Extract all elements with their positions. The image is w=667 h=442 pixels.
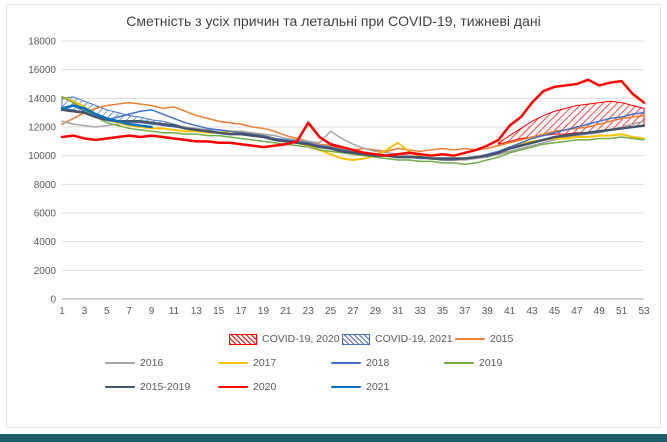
- legend-label: 2015: [490, 333, 514, 345]
- series-2015-2019: [60, 108, 646, 160]
- x-tick-label: 27: [347, 306, 359, 317]
- legend-label: COVID-19, 2021: [375, 333, 453, 345]
- x-tick-label: 11: [169, 306, 180, 317]
- legend-item-2020[interactable]: 2020: [218, 381, 331, 393]
- legend-label: COVID-19, 2020: [262, 333, 340, 345]
- series-2021: [60, 104, 153, 129]
- x-tick-label: 5: [104, 306, 110, 317]
- y-tick-label: 8000: [34, 180, 57, 191]
- legend-item-covid-19-2021[interactable]: COVID-19, 2021: [342, 333, 455, 345]
- y-tick-label: 12000: [28, 123, 56, 134]
- y-tick-label: 4000: [34, 237, 57, 248]
- y-tick-label: 18000: [28, 37, 56, 48]
- x-tick-label: 37: [459, 306, 471, 317]
- taskbar-strip: [0, 434, 667, 442]
- x-tick-label: 41: [504, 306, 516, 317]
- x-tick-label: 19: [258, 306, 270, 317]
- legend-line-swatch: [218, 362, 248, 364]
- legend-row: COVID-19, 2020 COVID-19, 2021 2015: [7, 327, 660, 351]
- x-tick-label: 21: [280, 306, 292, 317]
- legend-label: 2016: [140, 357, 164, 369]
- x-tick-label: 15: [213, 306, 225, 317]
- series-2018: [61, 104, 645, 161]
- y-tick-label: 0: [50, 295, 56, 306]
- chart-legend: COVID-19, 2020 COVID-19, 2021 2015 2016 2017…: [7, 327, 660, 399]
- legend-item-2017[interactable]: 2017: [218, 357, 331, 369]
- x-tick-label: 39: [482, 306, 494, 317]
- x-tick-label: 17: [236, 306, 248, 317]
- legend-hatch-swatch: [342, 333, 370, 345]
- legend-item-2019[interactable]: 2019: [444, 357, 557, 369]
- legend-item-2016[interactable]: 2016: [105, 357, 218, 369]
- x-tick-label: 3: [82, 306, 88, 317]
- legend-line-swatch: [331, 385, 361, 389]
- x-tick-label: 25: [325, 306, 337, 317]
- legend-label: 2015-2019: [140, 381, 191, 393]
- legend-item-2015[interactable]: 2015: [455, 333, 568, 345]
- x-tick-label: 7: [126, 306, 132, 317]
- x-tick-label: 13: [191, 306, 203, 317]
- legend-line-swatch: [331, 362, 361, 364]
- legend-label: 2017: [253, 357, 277, 369]
- x-tick-label: 43: [527, 306, 539, 317]
- y-tick-label: 6000: [34, 209, 57, 220]
- legend-line-swatch: [105, 385, 135, 389]
- x-tick-label: 9: [149, 306, 155, 317]
- x-tick-label: 47: [571, 306, 583, 317]
- x-tick-label: 29: [370, 306, 382, 317]
- x-tick-label: 49: [594, 306, 606, 317]
- y-tick-label: 16000: [28, 65, 56, 76]
- legend-label: 2021: [366, 381, 390, 393]
- y-tick-label: 10000: [28, 151, 56, 162]
- legend-line-swatch: [455, 338, 485, 340]
- legend-item-2021[interactable]: 2021: [331, 381, 444, 393]
- x-tick-label: 1: [59, 306, 65, 317]
- y-tick-label: 2000: [34, 266, 57, 277]
- legend-hatch-swatch: [229, 333, 257, 345]
- x-tick-label: 45: [549, 306, 561, 317]
- x-tick-label: 53: [638, 306, 650, 317]
- legend-item-2015-2019[interactable]: 2015-2019: [105, 381, 218, 393]
- x-tick-label: 31: [392, 306, 404, 317]
- x-tick-label: 35: [437, 306, 449, 317]
- chart-plot-area: 0 2000 4000 6000 8000 10000 12000 14000 16000 180…: [28, 37, 650, 318]
- x-tick-label: 23: [303, 306, 315, 317]
- chart-frame: Сметність з усіх причин та летальні при …: [6, 4, 661, 428]
- legend-label: 2018: [366, 357, 390, 369]
- legend-line-swatch: [105, 362, 135, 364]
- legend-label: 2019: [479, 357, 503, 369]
- x-tick-label: 33: [415, 306, 427, 317]
- y-tick-label: 14000: [28, 94, 56, 105]
- legend-row: 2016 2017 2018 2019: [7, 351, 660, 375]
- legend-item-2018[interactable]: 2018: [331, 357, 444, 369]
- series-2020: [60, 78, 646, 157]
- legend-label: 2020: [253, 381, 277, 393]
- legend-line-swatch: [218, 385, 248, 389]
- legend-item-covid-19-2020[interactable]: COVID-19, 2020: [229, 333, 342, 345]
- legend-line-swatch: [444, 362, 474, 364]
- legend-row: 2015-2019 2020 2021: [7, 375, 660, 399]
- chart-title: Сметність з усіх причин та летальні при …: [126, 13, 541, 29]
- x-tick-label: 51: [616, 306, 628, 317]
- series-2019: [61, 96, 645, 166]
